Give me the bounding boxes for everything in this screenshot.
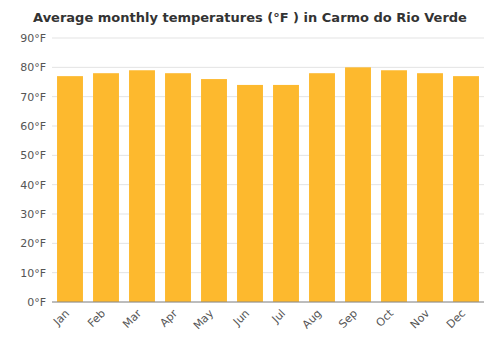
x-tick-label: Feb	[85, 307, 108, 330]
bar	[309, 73, 335, 302]
x-tick-label: Dec	[444, 307, 468, 331]
title: Average monthly temperatures (°F ) in Ca…	[33, 10, 467, 25]
grid-line	[52, 67, 484, 68]
bar	[57, 76, 83, 302]
chart-container: Average monthly temperatures (°F ) in Ca…	[0, 0, 500, 350]
x-axis-line	[52, 302, 484, 303]
bar	[237, 85, 263, 302]
y-tick-label: 20°F	[20, 237, 46, 250]
x-tick-label: Aug	[300, 307, 324, 331]
bars	[57, 67, 479, 302]
y-tick-label: 30°F	[20, 208, 46, 221]
y-tick-label: 10°F	[20, 267, 46, 280]
bar	[93, 73, 119, 302]
y-tick-label: 70°F	[20, 91, 46, 104]
x-tick-label: Sep	[336, 307, 360, 331]
x-tick-label: Jul	[269, 307, 288, 326]
x-tick-label: Nov	[408, 307, 433, 332]
y-tick-label: 60°F	[20, 120, 46, 133]
bar	[201, 79, 227, 302]
grid-line	[52, 38, 484, 39]
bar	[417, 73, 443, 302]
y-tick-label: 0°F	[27, 296, 46, 309]
chart: Average monthly temperatures (°F ) in Ca…	[0, 0, 500, 350]
grid	[52, 38, 484, 302]
bar	[129, 70, 155, 302]
x-tick-label: Oct	[373, 306, 396, 329]
y-tick-label: 40°F	[20, 179, 46, 192]
bar	[273, 85, 299, 302]
bar	[381, 70, 407, 302]
bar	[165, 73, 191, 302]
y-tick-label: 90°F	[20, 32, 46, 45]
x-tick-label: Apr	[157, 307, 180, 330]
x-tick-label: Jun	[230, 307, 252, 329]
x-tick-label: Jan	[50, 307, 72, 329]
x-tick-label: May	[191, 307, 217, 333]
bar	[453, 76, 479, 302]
x-tick-label: Mar	[120, 307, 144, 331]
y-tick-label: 80°F	[20, 61, 46, 74]
y-tick-label: 50°F	[20, 149, 46, 162]
bar	[345, 67, 371, 302]
grid-line	[52, 302, 484, 303]
